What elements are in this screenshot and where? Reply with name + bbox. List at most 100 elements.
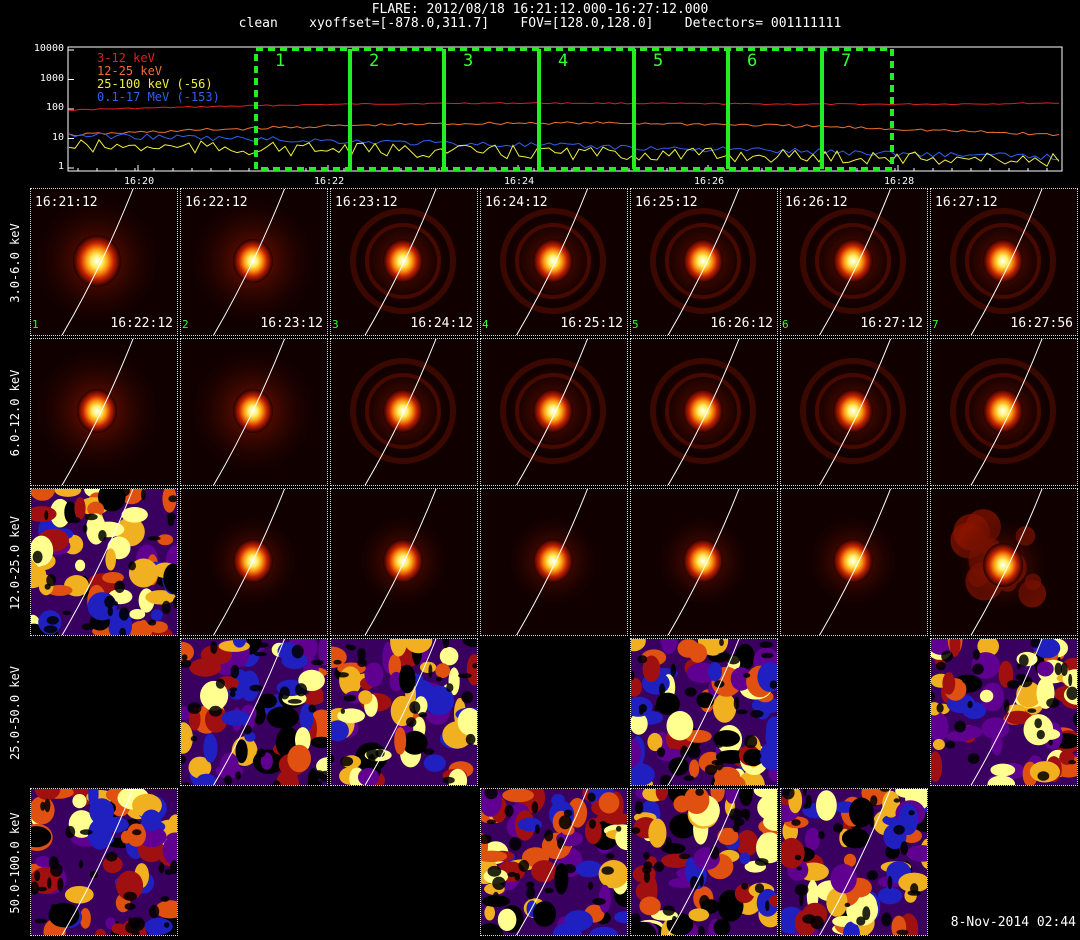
panel-end-time: 16:27:12 [860,316,923,331]
noise-blob [544,887,554,894]
noise-blob [423,748,435,755]
noise-blob [662,905,675,916]
noise-blob [89,798,115,825]
noise-blob [977,639,999,657]
panel-number: 2 [182,318,189,331]
noise-blob [428,664,433,678]
panel-image [481,339,627,485]
noise-blob [643,870,651,883]
noise-blob [187,702,202,714]
noise-blob [683,775,695,781]
image-panel [480,788,628,936]
noise-blob [146,536,161,541]
noise-blob [598,792,620,814]
image-panel: 16:27:12 16:27:56 7 [930,188,1078,336]
noise-blob [31,826,52,848]
image-panel [330,638,478,786]
noise-blob [343,694,357,702]
noise-blob [739,852,751,865]
noise-blob [673,789,679,798]
noise-blob [229,687,238,692]
panel-image [481,789,627,935]
noise-blob [655,692,680,715]
y-tick-label: 100 [45,102,64,113]
noise-blob [666,711,694,741]
noise-blob [699,895,710,909]
noise-blob [78,860,84,869]
noise-blob [465,733,476,745]
noise-blob [87,501,105,517]
noise-blob [141,489,146,501]
interval-box [254,47,894,171]
noise-blob [161,600,171,615]
noise-blob [1018,654,1029,667]
noise-blob [936,703,944,713]
noise-blob [215,678,225,689]
noise-blob [358,768,380,785]
solar-limb-line [516,789,588,935]
noise-blob [659,683,666,697]
panel-end-time: 16:27:56 [1010,316,1073,331]
panel-image [481,189,627,335]
noise-blob [224,775,233,785]
noise-blob [169,582,177,595]
noise-blob [830,864,857,894]
noise-blob [481,834,492,844]
noise-blob [160,895,170,902]
panel-image [31,489,177,635]
panel-end-time: 16:26:12 [710,316,773,331]
noise-blob [295,683,307,697]
noise-blob [647,732,663,752]
source-blob [833,539,873,583]
noise-blob [253,703,266,725]
solar-limb-line [970,489,1043,635]
noise-blob [557,836,565,850]
noise-blob [717,652,730,658]
noise-blob [253,651,267,657]
solar-limb-line [819,489,891,635]
noise-blob [472,663,477,669]
noise-blob [642,866,652,874]
noise-blob [50,498,71,528]
source-blob [383,239,423,283]
noise-blob [402,679,407,691]
image-panel [930,788,1078,936]
legend-entry: 12-25 keV [97,64,163,78]
panel-end-time: 16:22:12 [110,316,173,331]
noise-blob [364,662,384,687]
noise-blob [80,829,93,835]
panel-number: 3 [332,318,339,331]
noise-blob [436,676,443,682]
noise-blob [242,725,252,735]
image-panel [30,638,178,786]
noise-blob [562,863,576,874]
noise-blob [717,827,739,845]
noise-blob [210,641,218,654]
noise-blob [482,895,510,907]
lightcurve-series [68,121,1060,137]
noise-blob [164,869,173,875]
noise-blob [235,739,248,764]
noise-blob [94,928,107,935]
noise-blob [1015,673,1026,681]
image-panel [780,488,928,636]
noise-blob [1016,663,1021,670]
solar-limb-line [667,639,740,785]
noise-blob [128,558,159,588]
noise-blob [713,919,731,935]
panel-image [931,339,1077,485]
noise-blob [317,780,323,785]
source-blob [383,389,423,433]
noise-blob [44,798,51,813]
noise-blob [504,805,514,817]
noise-blob [333,659,342,665]
noise-blob [759,741,777,771]
noise-blob [616,825,622,832]
noise-blob [435,663,451,679]
noise-blob [981,717,1010,739]
noise-blob [869,817,875,828]
image-panel [330,488,478,636]
noise-blob [461,691,474,704]
noise-blob [660,639,678,654]
source-blob [533,389,573,433]
